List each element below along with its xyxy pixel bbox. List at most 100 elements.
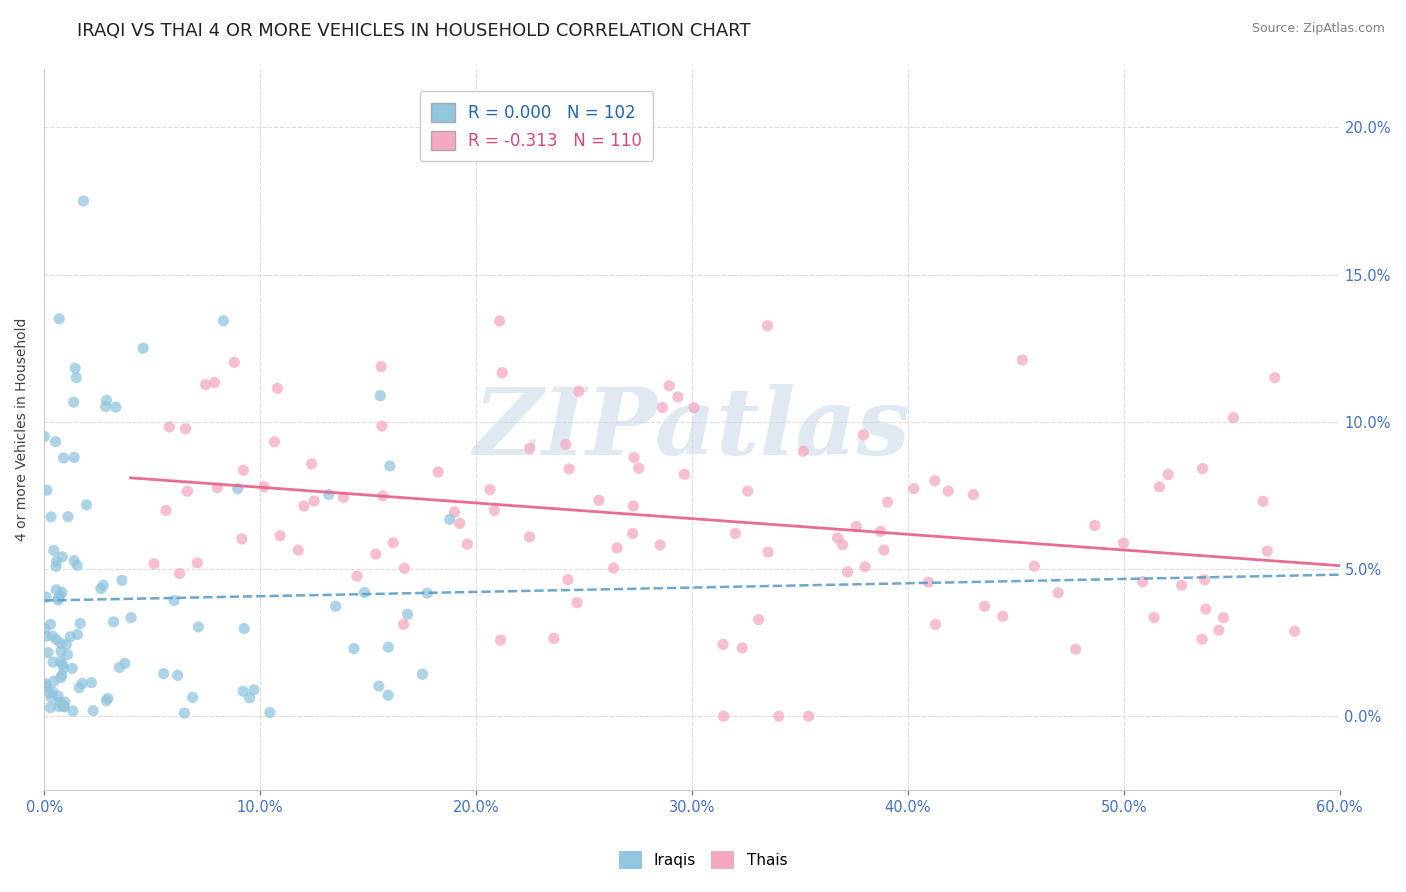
Point <box>166 668 188 682</box>
Point <box>353 585 375 599</box>
Point <box>39 690 62 705</box>
Point <box>266 381 288 395</box>
Point <box>683 401 706 415</box>
Point <box>648 538 671 552</box>
Point <box>96 393 118 408</box>
Point <box>1251 494 1274 508</box>
Point <box>259 706 281 720</box>
Point <box>449 516 471 531</box>
Point <box>792 444 814 458</box>
Point <box>991 609 1014 624</box>
Point <box>96 694 118 708</box>
Point <box>63 450 86 465</box>
Point <box>325 599 347 614</box>
Point <box>49 636 72 650</box>
Point <box>80 675 103 690</box>
Point <box>176 484 198 499</box>
Point <box>768 709 790 723</box>
Point <box>34 677 56 691</box>
Point <box>194 377 217 392</box>
Point <box>233 622 256 636</box>
Point <box>51 657 73 672</box>
Point <box>46 689 69 703</box>
Point <box>72 194 94 208</box>
Point <box>53 700 76 714</box>
Point <box>35 590 58 604</box>
Point <box>1208 623 1230 637</box>
Point <box>51 668 73 682</box>
Point <box>973 599 995 614</box>
Point <box>49 589 72 603</box>
Point <box>69 616 91 631</box>
Point <box>53 695 76 709</box>
Point <box>35 629 58 643</box>
Point <box>1132 574 1154 589</box>
Point <box>34 622 56 636</box>
Point <box>1195 602 1218 616</box>
Point <box>1264 370 1286 384</box>
Point <box>621 499 644 513</box>
Point <box>48 311 70 326</box>
Text: IRAQI VS THAI 4 OR MORE VEHICLES IN HOUSEHOLD CORRELATION CHART: IRAQI VS THAI 4 OR MORE VEHICLES IN HOUS… <box>77 22 751 40</box>
Point <box>108 660 131 674</box>
Point <box>51 549 73 564</box>
Point <box>658 378 681 392</box>
Point <box>49 644 72 658</box>
Point <box>111 574 134 588</box>
Point <box>756 318 779 333</box>
Point <box>748 613 770 627</box>
Point <box>287 543 309 558</box>
Point <box>873 543 896 558</box>
Point <box>673 467 696 482</box>
Point <box>202 376 225 390</box>
Point <box>568 384 591 399</box>
Point <box>1194 573 1216 587</box>
Point <box>186 556 208 570</box>
Point <box>75 498 97 512</box>
Point <box>1170 578 1192 592</box>
Point <box>226 482 249 496</box>
Point <box>45 582 67 597</box>
Text: Source: ZipAtlas.com: Source: ZipAtlas.com <box>1251 22 1385 36</box>
Point <box>394 561 416 575</box>
Point <box>63 361 86 376</box>
Point <box>392 617 415 632</box>
Point <box>120 610 142 624</box>
Point <box>263 434 285 449</box>
Point <box>212 314 235 328</box>
Point <box>163 593 186 607</box>
Point <box>143 557 166 571</box>
Point <box>301 457 323 471</box>
Point <box>187 620 209 634</box>
Point <box>41 685 63 699</box>
Point <box>1143 610 1166 624</box>
Point <box>488 314 510 328</box>
Point <box>70 676 93 690</box>
Point <box>1024 559 1046 574</box>
Point <box>46 593 69 607</box>
Point <box>869 524 891 539</box>
Point <box>67 681 90 695</box>
Point <box>554 437 576 451</box>
Point <box>318 487 340 501</box>
Point <box>1011 353 1033 368</box>
Point <box>588 493 610 508</box>
Point <box>37 646 59 660</box>
Point <box>45 434 67 449</box>
Point <box>371 489 394 503</box>
Point <box>104 400 127 414</box>
Point <box>231 532 253 546</box>
Point <box>173 706 195 720</box>
Point <box>55 637 77 651</box>
Point <box>82 704 104 718</box>
Point <box>519 530 541 544</box>
Point <box>876 495 898 509</box>
Point <box>59 630 82 644</box>
Point <box>93 578 115 592</box>
Point <box>90 582 112 596</box>
Point <box>132 341 155 355</box>
Point <box>845 519 868 533</box>
Point <box>56 509 79 524</box>
Point <box>1212 610 1234 624</box>
Point <box>56 648 79 662</box>
